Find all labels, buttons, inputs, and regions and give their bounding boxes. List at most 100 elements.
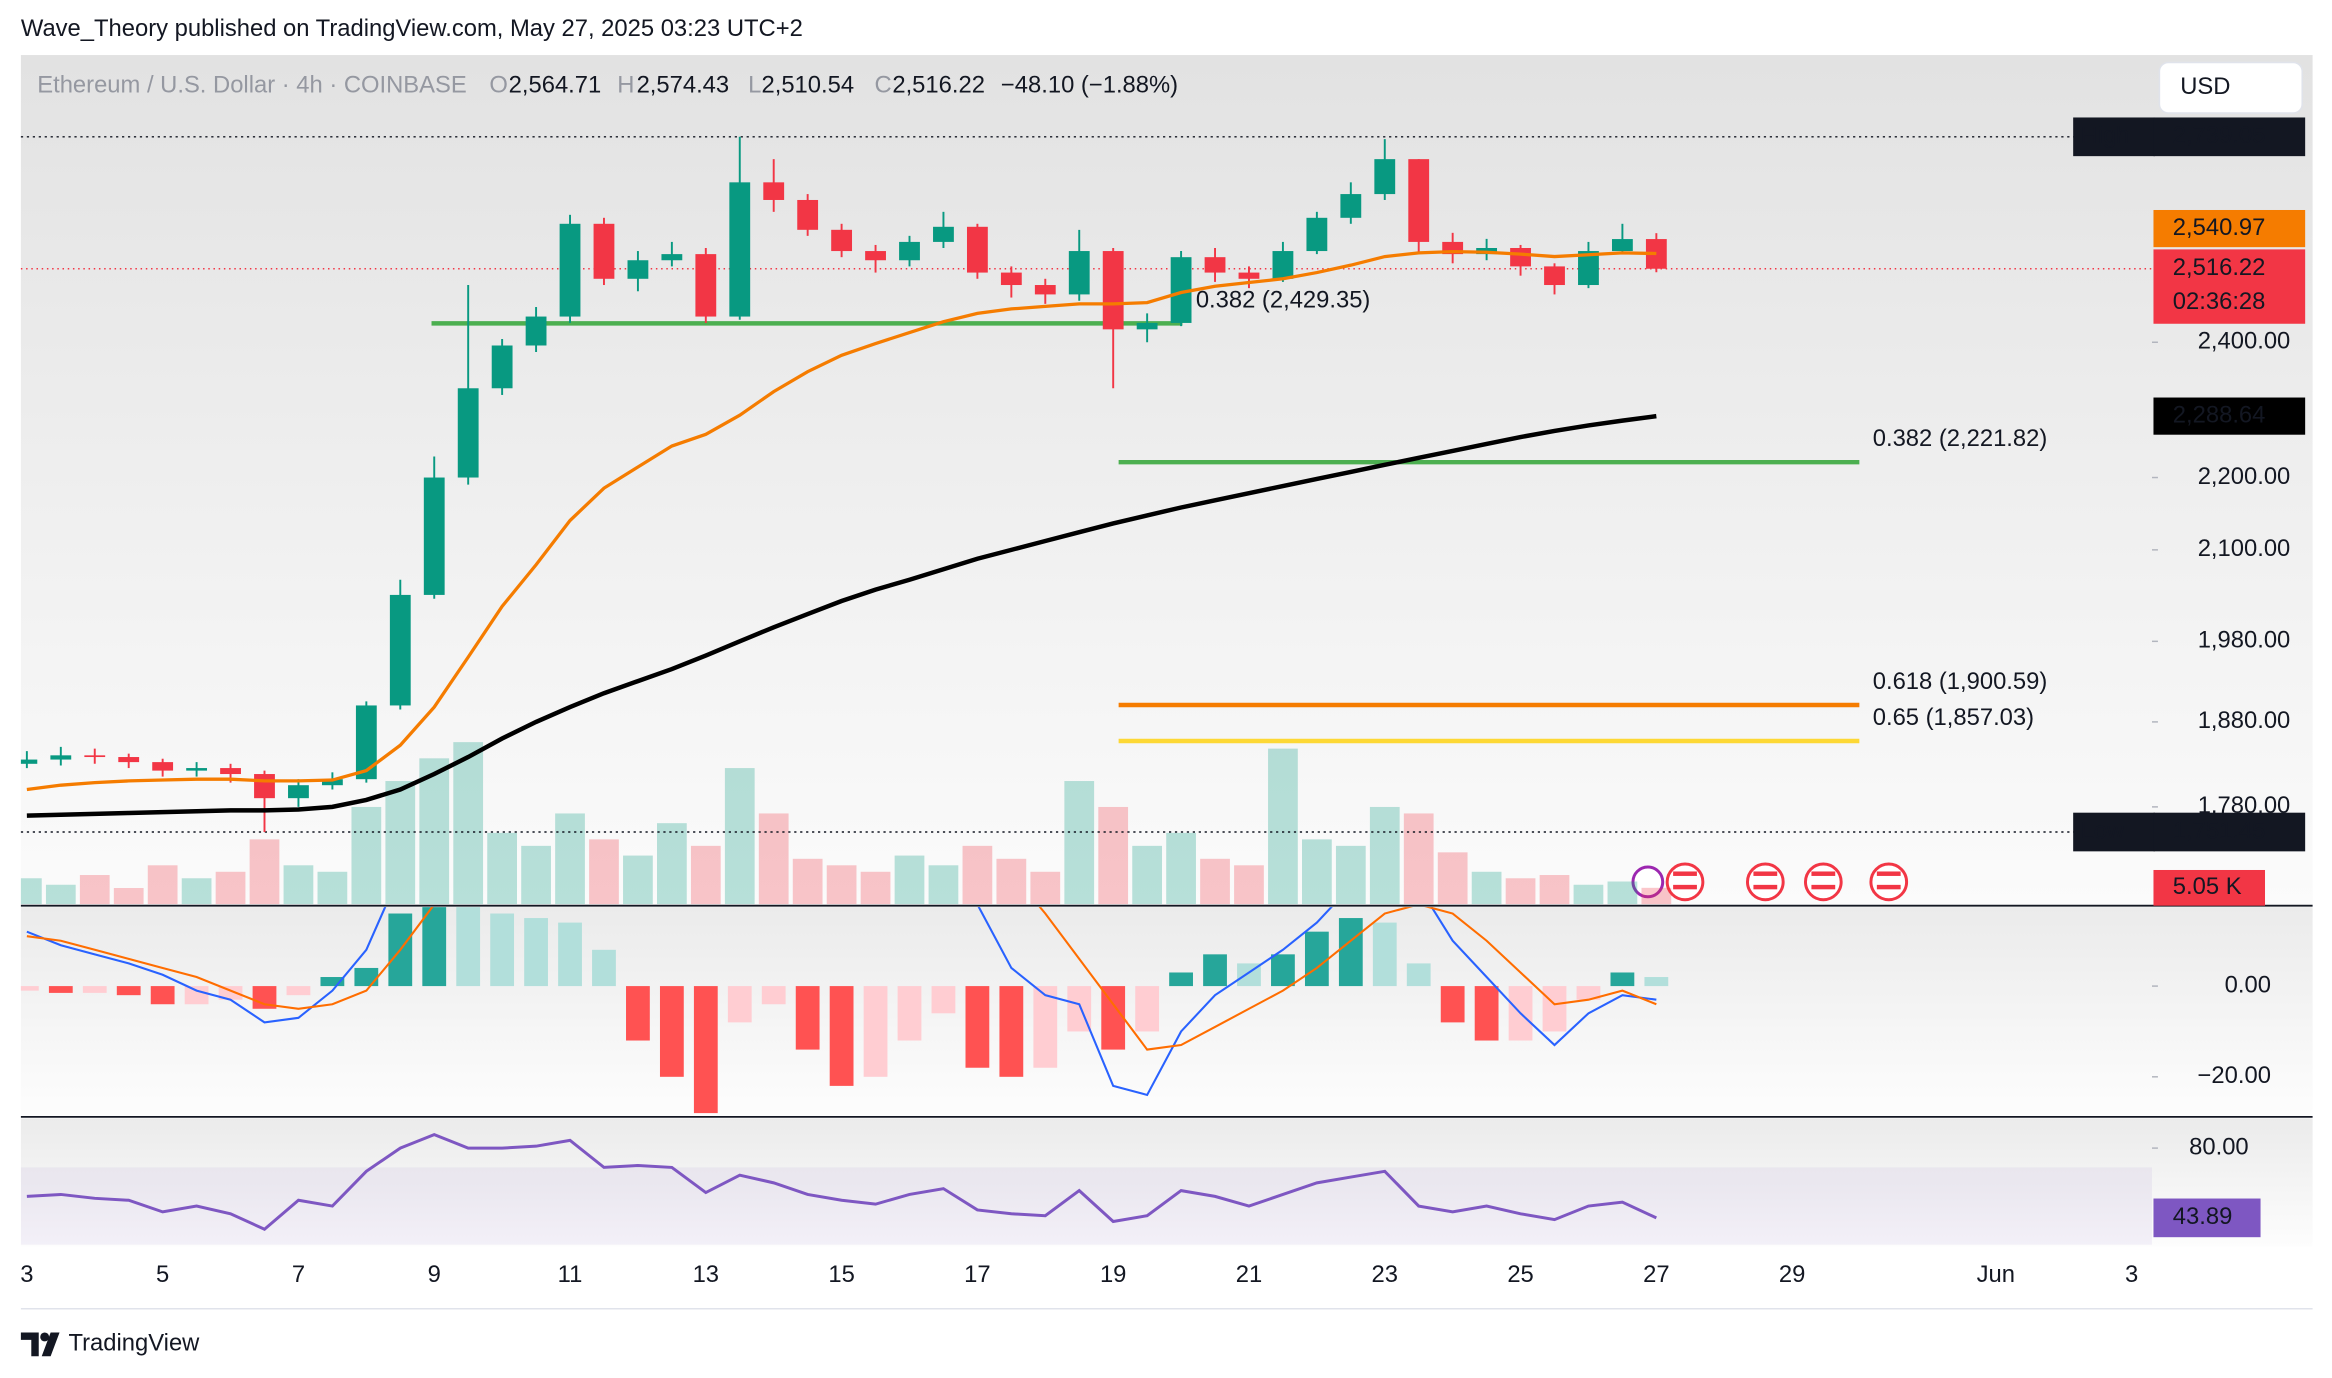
close-price-label: 2,516.22 <box>2173 254 2266 281</box>
volume-bar <box>589 839 619 905</box>
candle-body <box>1204 257 1226 273</box>
macd-histogram-bar <box>1440 986 1465 1023</box>
brand-logo-dot <box>40 1332 50 1342</box>
volume-bar <box>996 858 1027 905</box>
candle-body <box>865 251 886 261</box>
fib-label: 0.382 (2,221.82) <box>1873 425 2048 452</box>
macd-histogram-bar <box>795 986 820 1050</box>
volume-bar <box>1200 858 1230 905</box>
event-icon <box>1665 862 1705 902</box>
volume-bar <box>1369 806 1400 905</box>
volume-bar <box>1166 832 1196 905</box>
macd-histogram-bar <box>20 986 39 991</box>
candle-body <box>933 226 954 242</box>
volume-bar <box>249 839 280 905</box>
volume-bar <box>147 865 178 905</box>
candle-body <box>423 477 445 595</box>
volume-last-label-box <box>2153 869 2266 906</box>
fib-label: 0.618 (1,900.59) <box>1873 668 2048 695</box>
x-tick-label: 15 <box>828 1261 854 1288</box>
high-low-value-box <box>2153 812 2306 852</box>
x-tick-label: 9 <box>428 1261 441 1288</box>
macd-histogram-bar <box>1203 954 1227 987</box>
moving-average <box>26 250 1657 792</box>
macd-pane <box>20 907 2313 1116</box>
macd-histogram-bar <box>727 986 752 1023</box>
macd-histogram-bar <box>626 986 650 1041</box>
legend-open: 2,564.71 <box>509 72 602 99</box>
overlay-last-label-box <box>2153 397 2306 435</box>
candle-body <box>1408 159 1430 242</box>
macd-histogram-bar <box>863 986 888 1077</box>
candle-body <box>20 759 38 764</box>
candle-body <box>118 757 140 763</box>
volume-bar <box>1607 881 1638 905</box>
x-tick-label: 5 <box>156 1261 169 1288</box>
candle-body <box>1510 247 1531 267</box>
x-tick-label: 21 <box>1236 1261 1262 1288</box>
macd-histogram-bar <box>490 913 515 987</box>
macd-histogram-bar <box>1576 986 1601 1000</box>
volume-bar <box>1641 887 1672 905</box>
legend: Ethereum / U.S. Dollar · 4h · COINBASE O… <box>37 72 1178 99</box>
event-icon <box>1745 862 1785 902</box>
flag-stripe <box>1876 871 1901 876</box>
volume-bar <box>792 858 823 905</box>
candle-body <box>661 254 683 261</box>
candle-body <box>559 223 581 317</box>
x-tick-label: 7 <box>292 1261 305 1288</box>
x-tick-label: 23 <box>1372 1261 1398 1288</box>
volume-bar <box>351 806 382 905</box>
volume <box>20 742 1672 905</box>
volume-bar <box>453 742 484 905</box>
candle-body <box>1136 322 1158 330</box>
macd-histogram-bar <box>1474 986 1499 1041</box>
x-tick-label: 3 <box>20 1261 33 1288</box>
candle-body <box>525 316 547 346</box>
candle-body <box>491 345 513 389</box>
flag-stripe <box>1673 884 1697 890</box>
volume-bar <box>555 813 585 905</box>
candle-body <box>1340 194 1362 218</box>
legend-change: −48.10 (−1.88%) <box>1001 72 1178 99</box>
currency-button[interactable] <box>2158 61 2303 114</box>
rsi-tick-label: 80.00 <box>2189 1133 2249 1160</box>
candle-body <box>50 755 72 760</box>
volume-bar <box>45 884 76 905</box>
macd-histogram-bar <box>1271 954 1295 987</box>
volume-bar <box>419 758 450 905</box>
macd-histogram-bar <box>252 986 277 1009</box>
overlay-last-label-box <box>2153 209 2306 248</box>
x-tick-label: 11 <box>558 1261 583 1288</box>
rsi-band <box>20 1167 2152 1245</box>
macd-histogram-bar <box>1406 963 1431 987</box>
x-tick-label: 29 <box>1779 1261 1805 1288</box>
volume-bar <box>283 865 314 905</box>
rsi-line <box>26 1132 1657 1231</box>
price-axis: 2,400.00 2,200.00 2,100.00 1,980.00 1,880.00… <box>2151 328 2291 819</box>
event-icon <box>1869 862 1909 902</box>
price-pane <box>20 55 2313 905</box>
candle-body <box>220 768 241 775</box>
macd-histogram-bar <box>1610 972 1635 987</box>
volume-bar <box>758 813 789 905</box>
legend-low: 2,510.54 <box>761 72 854 99</box>
volume-bar <box>181 878 212 905</box>
candle-body <box>1374 159 1396 195</box>
y-tick-label: 2,200.00 <box>2198 463 2291 490</box>
y-tick-label: 1,880.00 <box>2198 707 2291 734</box>
legend-key: L <box>748 72 761 99</box>
macd-histogram-bar <box>1169 972 1193 987</box>
overlay-last-label: 2,288.64 <box>2173 401 2266 428</box>
volume-bar <box>1132 845 1163 905</box>
high-low-value: 1,751.45 <box>2173 817 2266 844</box>
candle-body <box>1645 239 1667 269</box>
x-axis: 3 5 7 9 11 13 15 17 19 21 23 25 27 29 Jun 3 <box>20 1261 2138 1288</box>
macd-histogram-bar <box>456 907 481 987</box>
candle-body <box>1578 251 1599 286</box>
candle-body <box>627 260 649 279</box>
macd-histogram-bar <box>286 986 311 996</box>
currency-label: USD <box>2180 73 2230 100</box>
volume-bar <box>894 855 925 905</box>
fib-label: 0.65 (1,857.03) <box>1873 704 2034 731</box>
